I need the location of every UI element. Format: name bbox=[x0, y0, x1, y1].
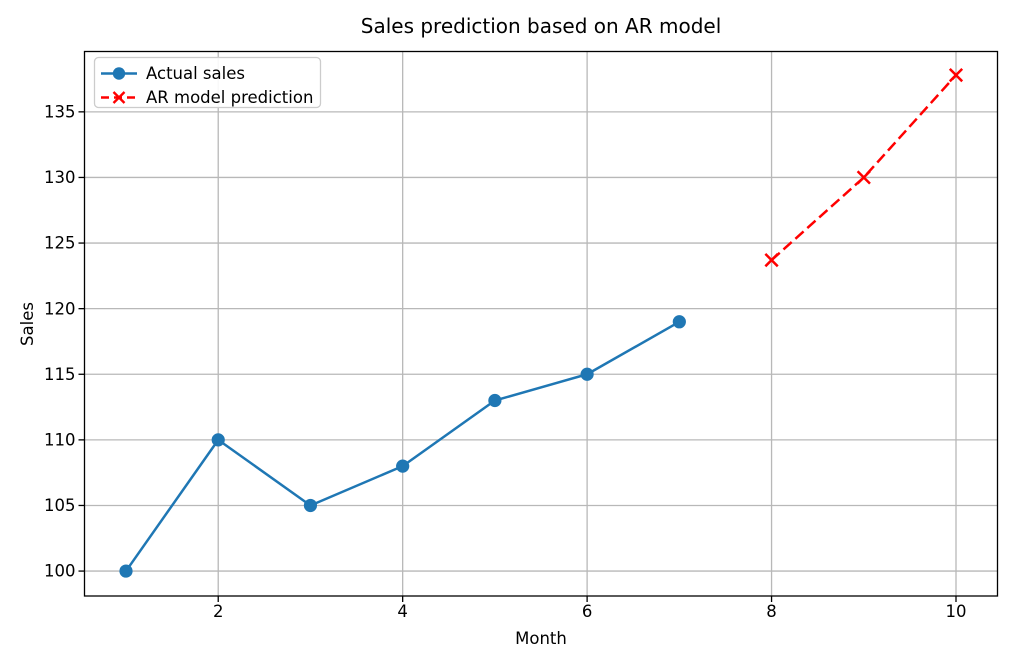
data-point-circle bbox=[580, 367, 594, 381]
legend-sample-prediction-marker bbox=[112, 91, 126, 104]
data-point-x bbox=[764, 253, 779, 268]
y-tick-label: 115 bbox=[44, 365, 76, 384]
x-axis-label: Month bbox=[515, 629, 567, 648]
data-point-x bbox=[856, 170, 871, 185]
legend-box bbox=[93, 56, 322, 109]
data-point-circle bbox=[303, 498, 318, 513]
y-tick-label: 125 bbox=[44, 234, 76, 253]
y-axis-label: Sales bbox=[18, 302, 37, 346]
data-point-circle bbox=[396, 459, 410, 473]
y-tick-label: 110 bbox=[44, 430, 76, 449]
grid-layer bbox=[84, 51, 998, 596]
x-tick-label: 4 bbox=[397, 602, 408, 621]
series-layer bbox=[119, 68, 964, 578]
y-tick-label: 105 bbox=[44, 496, 76, 515]
x-tick-label: 8 bbox=[766, 602, 777, 621]
y-tick-label: 100 bbox=[44, 562, 76, 581]
legend-label-prediction: AR model prediction bbox=[146, 88, 313, 107]
y-tick-label: 135 bbox=[44, 102, 76, 121]
legend-sample-actual-marker bbox=[112, 67, 126, 80]
data-point-circle bbox=[211, 433, 225, 447]
y-tick-label: 130 bbox=[44, 168, 76, 187]
plot-border bbox=[83, 50, 999, 597]
ticks-layer: 2 4 6 8 10 100 105 110 115 120 125 130 135 bbox=[44, 102, 967, 621]
x-tick-label: 10 bbox=[946, 602, 967, 621]
x-tick-label: 2 bbox=[213, 602, 224, 621]
y-tick-label: 120 bbox=[44, 299, 76, 318]
x-tick-label: 6 bbox=[582, 602, 593, 621]
legend: Actual sales AR model prediction bbox=[93, 56, 322, 109]
chart-title: Sales prediction based on AR model bbox=[361, 14, 722, 38]
data-point-circle bbox=[672, 315, 686, 329]
series-line-prediction bbox=[770, 74, 957, 262]
data-point-circle bbox=[488, 393, 502, 408]
data-point-circle bbox=[119, 564, 133, 578]
legend-label-actual: Actual sales bbox=[146, 64, 245, 83]
data-point-x bbox=[948, 68, 964, 83]
